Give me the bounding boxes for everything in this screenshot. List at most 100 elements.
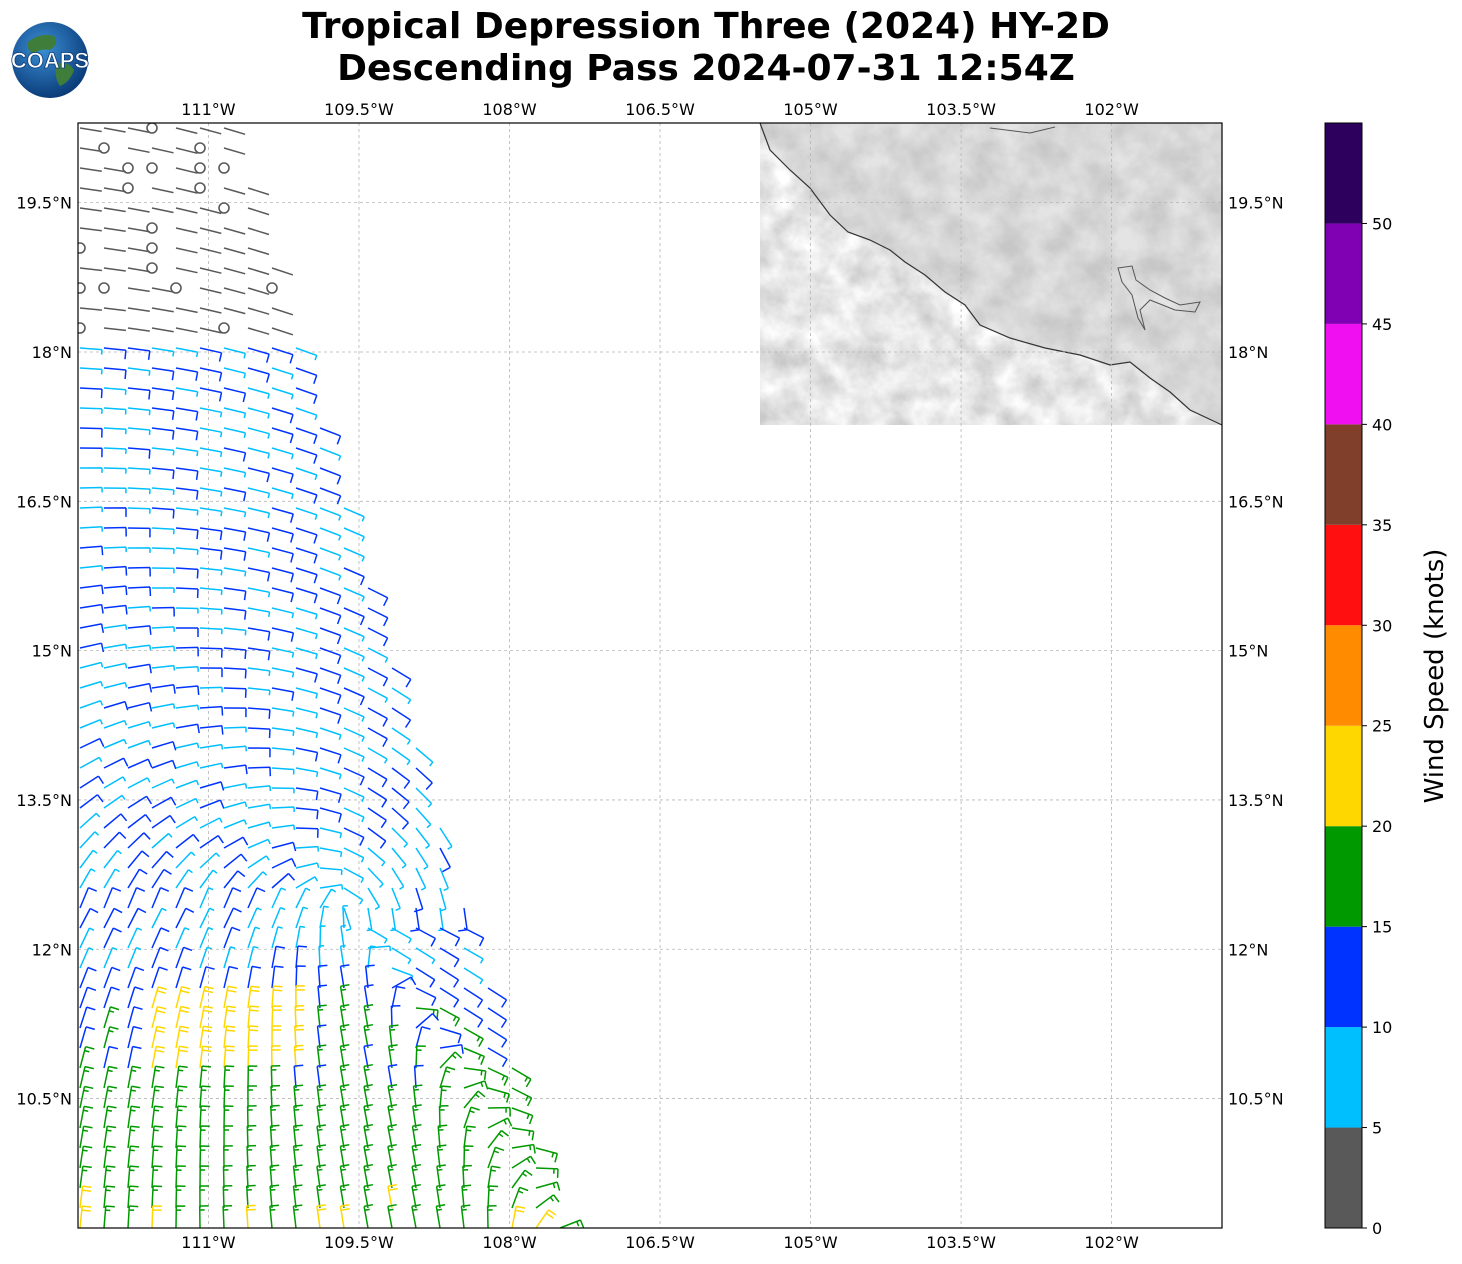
wind-barb [391, 747, 411, 766]
wind-barb [127, 586, 152, 597]
wind-barb [199, 1045, 212, 1069]
wind-barb [247, 1005, 260, 1029]
wind-barb [247, 707, 271, 719]
wind-barb [175, 704, 200, 711]
wind-barb [415, 947, 436, 965]
lon-tick-label-bottom: 111°W [181, 1233, 236, 1252]
wind-barb [79, 1026, 96, 1049]
wind-barb [246, 1105, 257, 1129]
wind-barb [247, 766, 272, 777]
wind-barb [487, 1165, 501, 1189]
wind-barb [247, 587, 271, 598]
wind-barb-calm [218, 162, 230, 174]
wind-barb [103, 327, 126, 332]
wind-barb [223, 726, 247, 733]
wind-barb [223, 387, 247, 403]
wind-barb [271, 767, 295, 775]
wind-barb [199, 287, 222, 294]
wind-barb [79, 387, 103, 399]
wind-barb [363, 1123, 374, 1149]
wind-barb [271, 567, 295, 583]
colorbar-tick-label: 20 [1372, 817, 1392, 836]
wind-barb [223, 467, 247, 478]
wind-barb [387, 1064, 398, 1089]
wind-barb [295, 767, 319, 778]
wind-barb [175, 1045, 189, 1069]
wind-barb [463, 967, 484, 985]
wind-barb [246, 1144, 257, 1169]
wind-barb [127, 1205, 139, 1228]
wind-barb [103, 1185, 116, 1209]
wind-barb [199, 852, 221, 869]
wind-barb [316, 1084, 327, 1109]
wind-barb [199, 387, 223, 402]
wind-barb [103, 507, 127, 517]
wind-barb [223, 1065, 235, 1089]
wind-barb [461, 1184, 472, 1209]
wind-barb [415, 1045, 426, 1069]
wind-barb [415, 1026, 431, 1049]
wind-barb [535, 1209, 557, 1228]
wind-barb [175, 779, 200, 789]
wind-barb-calm [78, 282, 86, 294]
colorbar-tick-label: 15 [1372, 918, 1392, 937]
wind-barb-calm [146, 123, 158, 134]
wind-barb [151, 946, 169, 969]
wind-barb [295, 587, 318, 604]
wind-barb [391, 847, 407, 869]
wind-barb [295, 367, 318, 385]
wind-barb [199, 307, 222, 314]
wind-barb [316, 1164, 326, 1189]
lat-tick-label-left: 16.5°N [16, 492, 72, 511]
wind-barb [223, 1045, 235, 1069]
lat-tick-label-right: 19.5°N [1228, 194, 1284, 213]
lat-tick-label-left: 13.5°N [16, 791, 72, 810]
wind-barb [79, 831, 100, 849]
lat-tick-label-left: 18°N [32, 343, 72, 362]
wind-barb [415, 807, 432, 829]
wind-barb [223, 607, 247, 620]
wind-barb [271, 527, 294, 543]
wind-barb [343, 867, 365, 884]
wind-barb [343, 527, 365, 542]
wind-barb [103, 624, 128, 630]
wind-barb [199, 834, 224, 849]
wind-barb [437, 1124, 448, 1149]
wind-barb [247, 247, 270, 256]
wind-barb [462, 1164, 472, 1189]
wind-barb [292, 1124, 303, 1149]
wind-barb [293, 1064, 304, 1089]
wind-barb [79, 661, 104, 669]
wind-barb-calm [194, 162, 206, 174]
wind-barb [463, 1047, 485, 1065]
wind-barb [316, 1104, 327, 1129]
wind-barb [463, 1145, 474, 1169]
wind-barb [363, 1203, 374, 1228]
wind-barb [439, 867, 449, 891]
wind-barb [199, 207, 222, 215]
wind-barb [292, 1164, 303, 1189]
wind-barb-calm [146, 222, 158, 234]
wind-barb [247, 907, 262, 929]
wind-barb [103, 776, 127, 789]
wind-barb [387, 1203, 397, 1228]
wind-barb [103, 167, 126, 173]
wind-barb [487, 1129, 509, 1149]
colorbar-segment [1325, 323, 1362, 425]
wind-barb [151, 307, 174, 313]
wind-barb [175, 127, 198, 135]
wind-barb [247, 387, 270, 399]
wind-barb [175, 307, 198, 314]
wind-barb [151, 487, 175, 495]
wind-barb [343, 547, 365, 562]
wind-barb [79, 927, 95, 949]
wind-barb [223, 627, 247, 636]
wind-barb [363, 1004, 374, 1029]
wind-barb [535, 1194, 560, 1209]
wind-barb [319, 687, 342, 704]
wind-barb [363, 1103, 373, 1129]
wind-barb [151, 1005, 167, 1029]
wind-barb [79, 1165, 92, 1189]
wind-barb [175, 985, 191, 1009]
wind-barb [319, 487, 342, 505]
